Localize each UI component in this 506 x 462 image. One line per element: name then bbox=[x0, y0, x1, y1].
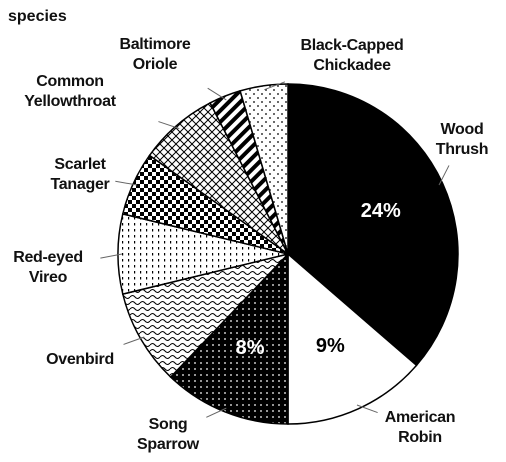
chart-title: species bbox=[8, 8, 67, 25]
slice-label: Common Yellowthroat bbox=[24, 73, 116, 110]
pie-slice bbox=[287, 83, 459, 367]
slice-label: Baltimore Oriole bbox=[119, 36, 191, 73]
pie-slice bbox=[169, 252, 289, 425]
leader-line bbox=[356, 404, 378, 414]
value-label: 24% bbox=[361, 200, 401, 222]
slice-label: Black-Capped Chickadee bbox=[300, 37, 404, 74]
slice-label: Scarlet Tanager bbox=[50, 156, 110, 193]
leader-line bbox=[207, 87, 227, 101]
value-label: 8% bbox=[236, 337, 265, 359]
leader-line bbox=[206, 407, 227, 418]
pie-slice bbox=[287, 252, 418, 425]
slice-label: Ovenbird bbox=[46, 351, 114, 368]
leader-line bbox=[115, 180, 138, 186]
leader-line bbox=[123, 336, 145, 345]
slice-label: Song Sparrow bbox=[137, 416, 199, 453]
slice-label: Wood Thrush bbox=[435, 121, 489, 158]
leader-line bbox=[158, 121, 180, 130]
slice-label: Red-eyed Vireo bbox=[13, 249, 83, 286]
leader-line bbox=[100, 253, 123, 259]
pie-slice bbox=[239, 83, 289, 255]
slice-label: American Robin bbox=[384, 409, 456, 446]
leader-line bbox=[438, 165, 450, 186]
value-label: 9% bbox=[316, 335, 345, 357]
leader-line bbox=[264, 81, 286, 91]
